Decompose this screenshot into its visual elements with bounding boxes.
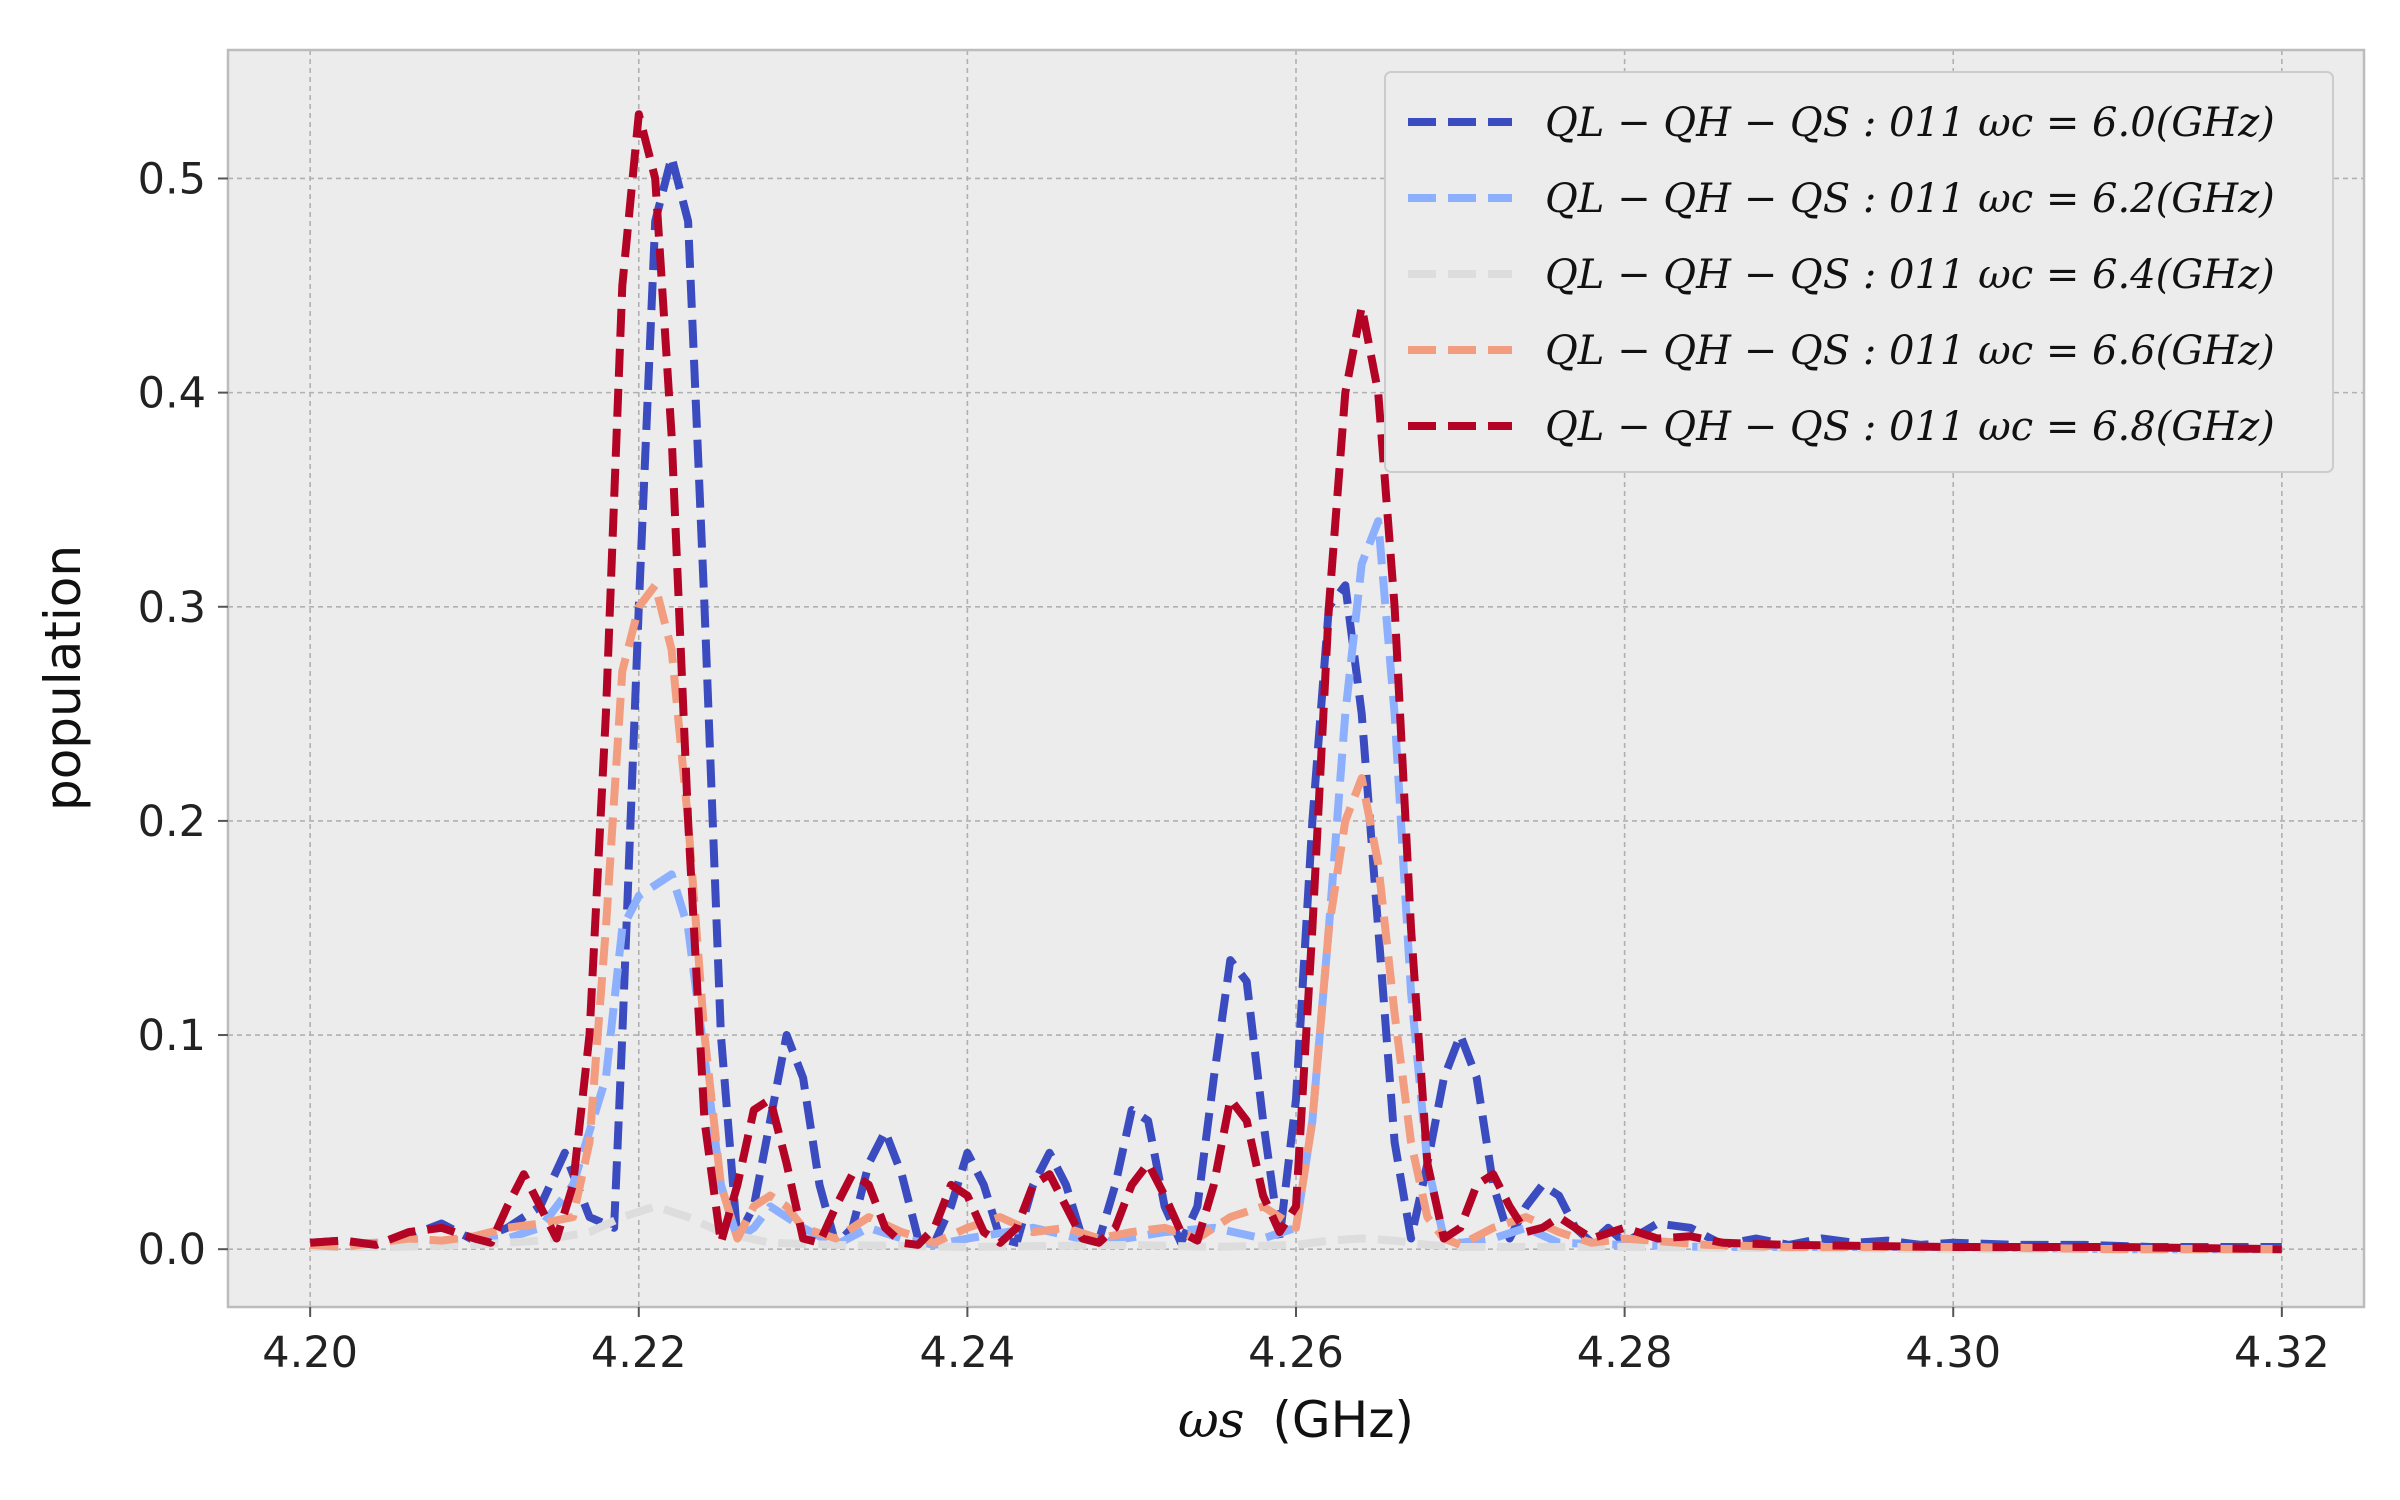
series-layer xyxy=(309,110,2282,1254)
y-tick-label: 0.5 xyxy=(138,154,206,204)
x-axis-label-symbol: ωs xyxy=(1178,1391,1244,1449)
series-line-3 xyxy=(309,581,2282,1254)
y-axis-ticks: 0.0 0.1 0.2 0.3 0.4 0.5 xyxy=(138,154,228,1275)
y-tick-label: 0.4 xyxy=(138,369,206,419)
x-tick-label: 4.30 xyxy=(1905,1328,2001,1378)
legend-label-3: QL − QH − QS : 011 ωc = 6.6(GHz) xyxy=(1545,328,2275,374)
x-tick-label: 4.20 xyxy=(262,1328,358,1378)
legend-box xyxy=(1384,71,2334,473)
legend-label-4: QL − QH − QS : 011 ωc = 6.8(GHz) xyxy=(1545,404,2275,450)
series-line-1 xyxy=(310,517,2282,1254)
x-tick-label: 4.28 xyxy=(1577,1328,1673,1378)
x-tick-label: 4.24 xyxy=(920,1328,1016,1378)
y-tick-label: 0.1 xyxy=(138,1011,206,1061)
legend: QL − QH − QS : 011 ωc = 6.0(GHz) QL − QH … xyxy=(1384,71,2334,473)
y-tick-label: 0.3 xyxy=(138,583,206,633)
x-tick-label: 4.26 xyxy=(1248,1328,1344,1378)
series-line-2 xyxy=(310,1202,2282,1254)
y-tick-label: 0.0 xyxy=(138,1225,206,1275)
x-axis-label: ωs (GHz) xyxy=(1178,1391,1414,1449)
y-tick-label: 0.2 xyxy=(138,797,206,847)
x-tick-label: 4.32 xyxy=(2234,1328,2330,1378)
legend-label-0: QL − QH − QS : 011 ωc = 6.0(GHz) xyxy=(1545,100,2275,146)
y-axis-label: population xyxy=(34,545,92,811)
x-tick-label: 4.22 xyxy=(591,1328,687,1378)
legend-label-2: QL − QH − QS : 011 ωc = 6.4(GHz) xyxy=(1545,252,2275,298)
x-axis-ticks: 4.20 4.22 4.24 4.26 4.28 4.30 4.32 xyxy=(262,1307,2330,1378)
x-axis-label-unit: (GHz) xyxy=(1272,1391,1414,1449)
legend-label-1: QL − QH − QS : 011 ωc = 6.2(GHz) xyxy=(1545,176,2275,222)
